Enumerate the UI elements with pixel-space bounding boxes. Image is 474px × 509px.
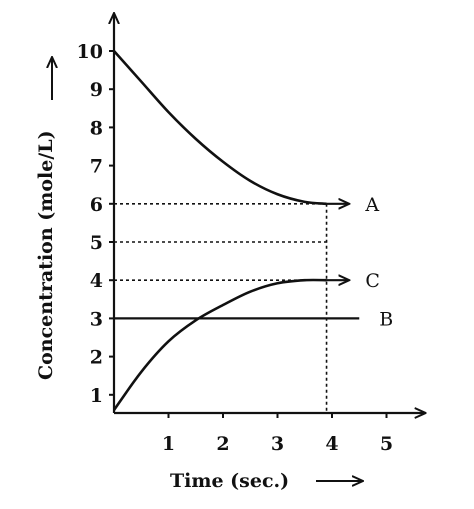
- series-curves: [112, 50, 360, 411]
- series-c-label: C: [365, 270, 380, 292]
- y-tick-label: 10: [77, 41, 103, 63]
- y-tick-label: 7: [90, 156, 103, 178]
- series-labels: A BC: [364, 194, 393, 331]
- y-tick-label: 3: [90, 308, 103, 330]
- series-c-curve: [112, 278, 327, 411]
- x-tick-label: 4: [325, 433, 338, 455]
- series-a-label: A: [364, 194, 379, 216]
- y-tick-label: 4: [90, 270, 103, 292]
- y-tick-label: 5: [90, 232, 103, 254]
- y-tick-label: 2: [90, 347, 103, 369]
- y-tick-label: 8: [90, 117, 103, 139]
- x-tick-label: 3: [271, 433, 284, 455]
- y-tick-label: 6: [90, 194, 103, 216]
- x-tick-label: 1: [162, 433, 175, 455]
- reference-lines: [114, 203, 328, 413]
- tick-labels: 1 2 3 4 5 1 2 3 4 5 6 7 8 9 10: [77, 41, 394, 455]
- axes: [114, 14, 425, 413]
- x-axis-title: Time (sec.): [170, 470, 289, 492]
- y-axis-title: Concentration (mole/L): [35, 130, 57, 380]
- series-b-label: B: [379, 308, 393, 330]
- y-tick-label: 9: [90, 79, 103, 101]
- x-tick-label: 2: [216, 433, 229, 455]
- x-tick-label: 5: [380, 433, 393, 455]
- y-tick-label: 1: [90, 385, 103, 407]
- series-a-curve: [113, 50, 327, 206]
